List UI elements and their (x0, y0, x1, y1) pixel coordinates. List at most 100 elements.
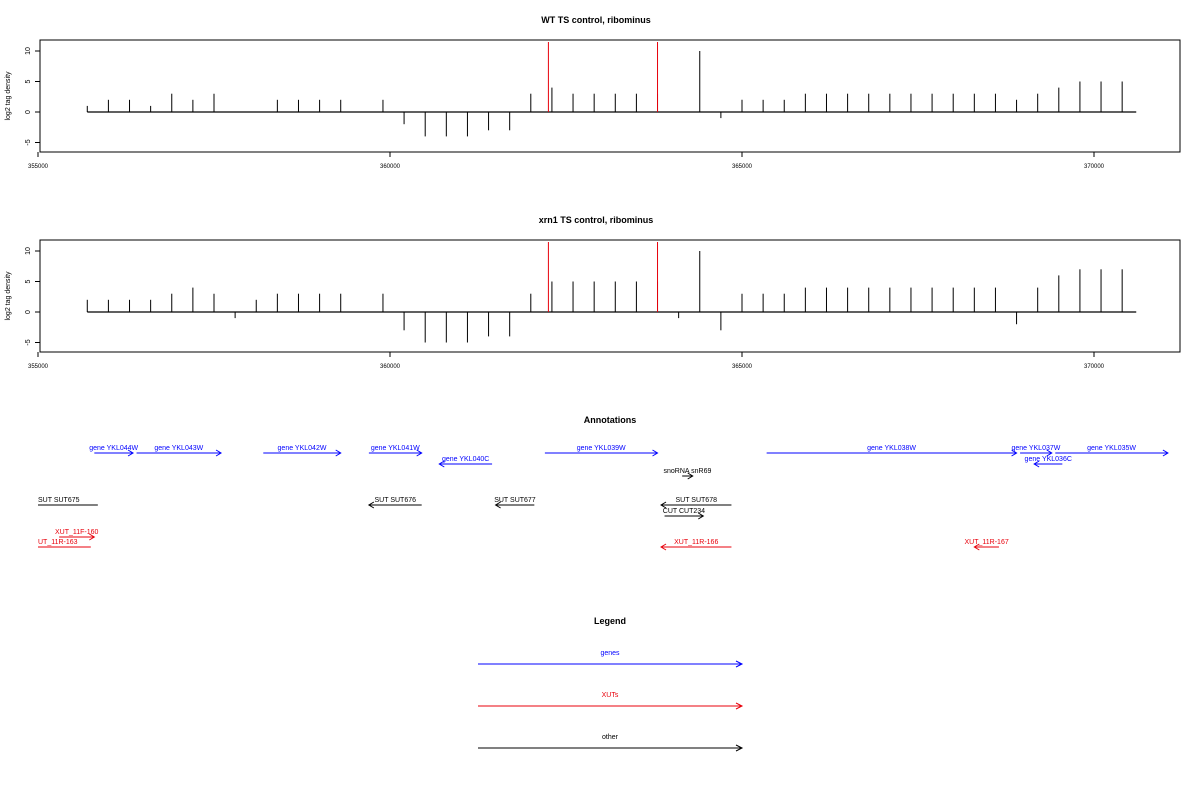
annotation-feature: gene YKL042W (263, 445, 342, 457)
arrow-head (494, 501, 501, 509)
annotation-feature: UT_11R-163 (38, 539, 91, 548)
arrow-head (1162, 449, 1169, 457)
bar-series (86, 251, 1137, 343)
arrow-head (973, 543, 980, 551)
feature-label: SUT SUT675 (38, 497, 80, 504)
arrow-head (652, 449, 659, 457)
annotation-feature: XUT_11R-167 (965, 539, 1009, 551)
legend-arrow-head (735, 660, 744, 668)
feature-label: gene YKL044W (89, 445, 138, 452)
x-tick-label: 370000 (1084, 364, 1105, 370)
feature-label: gene YKL041W (371, 445, 420, 452)
chart-title: WT TS control, ribominus (541, 15, 651, 25)
arrow-head (215, 449, 223, 457)
annotations-title: Annotations (584, 415, 637, 425)
legend: genes XUTs other (478, 650, 744, 752)
y-tick-label: 5 (25, 279, 32, 283)
feature-label: XUT_11R-166 (674, 539, 718, 546)
marker-lines (547, 42, 659, 112)
y-axis-label: log2 tag density (5, 71, 12, 121)
arrow-head (127, 449, 135, 457)
y-tick-label: 10 (25, 247, 32, 255)
legend-label: other (602, 734, 619, 741)
y-axis: -5 0 5 10 (25, 47, 40, 146)
x-tick-label: 365000 (732, 164, 753, 170)
y-axis: -5 0 5 10 (25, 247, 40, 346)
legend-arrow-head (735, 702, 744, 710)
feature-label: SUT SUT677 (494, 497, 536, 504)
bar-series (86, 51, 1137, 137)
plot-frame (39, 39, 1181, 153)
feature-label: gene YKL036C (1025, 456, 1072, 463)
feature-label: gene YKL040C (442, 456, 489, 463)
annotation-feature: SUT SUT675 (38, 497, 98, 506)
arrow-head (1046, 449, 1053, 457)
annotation-feature: SUT SUT676 (367, 497, 422, 509)
x-axis: 355000 360000 365000 370000 (28, 352, 1105, 370)
annotation-feature: XUT_11R-166 (660, 539, 732, 551)
feature-label: gene YKL038W (867, 445, 916, 452)
arrow-head (335, 449, 342, 457)
arrow-head (89, 533, 96, 541)
feature-label: CUT CUT234 (663, 508, 705, 515)
marker-lines (547, 242, 659, 312)
annotation-feature: gene YKL040C (438, 456, 493, 468)
feature-label: XUT_11R-167 (965, 539, 1009, 546)
annotation-feature: SUT SUT677 (494, 497, 536, 509)
feature-label: XUT_11F-160 (55, 529, 99, 536)
arrow-head (1033, 460, 1040, 468)
panel-xrn1: xrn1 TS control, ribominus log2 tag dens… (5, 215, 1181, 370)
legend-title: Legend (594, 616, 626, 626)
y-tick-label: -5 (25, 139, 32, 145)
feature-label: gene YKL035W (1087, 445, 1136, 452)
arrow-head (1011, 449, 1018, 457)
feature-label: SUT SUT676 (375, 497, 417, 504)
annotation-features: gene YKL044W gene YKL043W gene YKL042W gene… (38, 445, 1169, 551)
feature-label: SUT SUT678 (675, 497, 717, 504)
y-tick-label: 5 (25, 79, 32, 83)
annotation-feature: gene YKL037W (1011, 445, 1061, 457)
feature-label: gene YKL037W (1011, 445, 1060, 452)
annotation-feature: gene YKL038W (766, 445, 1018, 457)
legend-entry: genes (478, 650, 744, 668)
x-tick-label: 365000 (732, 364, 753, 370)
x-tick-label: 355000 (28, 364, 49, 370)
annotation-feature: snoRNA snR69 (664, 468, 712, 480)
arrow-head (438, 460, 445, 468)
annotation-feature: gene YKL043W (136, 445, 223, 457)
panel-wt: WT TS control, ribominus log2 tag densit… (5, 15, 1181, 170)
feature-label: gene YKL039W (577, 445, 626, 452)
x-tick-label: 370000 (1084, 164, 1105, 170)
feature-label: snoRNA snR69 (664, 468, 712, 475)
arrow-head (367, 501, 375, 509)
annotation-feature: gene YKL035W (1055, 445, 1169, 457)
x-tick-label: 360000 (380, 164, 401, 170)
x-axis: 355000 360000 365000 370000 (28, 152, 1105, 170)
annotation-feature: gene YKL036C (1025, 456, 1072, 468)
x-tick-label: 355000 (28, 164, 49, 170)
annotation-feature: gene YKL039W (544, 445, 659, 457)
feature-label: gene YKL043W (154, 445, 203, 452)
annotation-feature: SUT SUT678 (660, 497, 732, 509)
arrow-head (416, 449, 423, 457)
annotation-feature: gene YKL041W (368, 445, 423, 457)
arrow-head (660, 501, 667, 509)
legend-entry: XUTs (478, 692, 744, 710)
legend-label: XUTs (602, 692, 619, 699)
annotation-feature: gene YKL044W (89, 445, 139, 457)
feature-label: UT_11R-163 (38, 539, 78, 546)
y-tick-label: 0 (25, 310, 32, 314)
feature-label: gene YKL042W (278, 445, 327, 452)
annotation-feature: XUT_11F-160 (55, 529, 99, 541)
arrow-head (660, 543, 667, 551)
chart-title: xrn1 TS control, ribominus (539, 215, 654, 225)
plot-frame (39, 239, 1181, 353)
legend-arrow-head (735, 744, 744, 752)
annotation-feature: CUT CUT234 (663, 508, 705, 520)
x-tick-label: 360000 (380, 364, 401, 370)
y-tick-label: 10 (25, 47, 32, 55)
legend-label: genes (600, 650, 620, 657)
y-tick-label: -5 (25, 339, 32, 345)
arrow-head (687, 472, 694, 480)
